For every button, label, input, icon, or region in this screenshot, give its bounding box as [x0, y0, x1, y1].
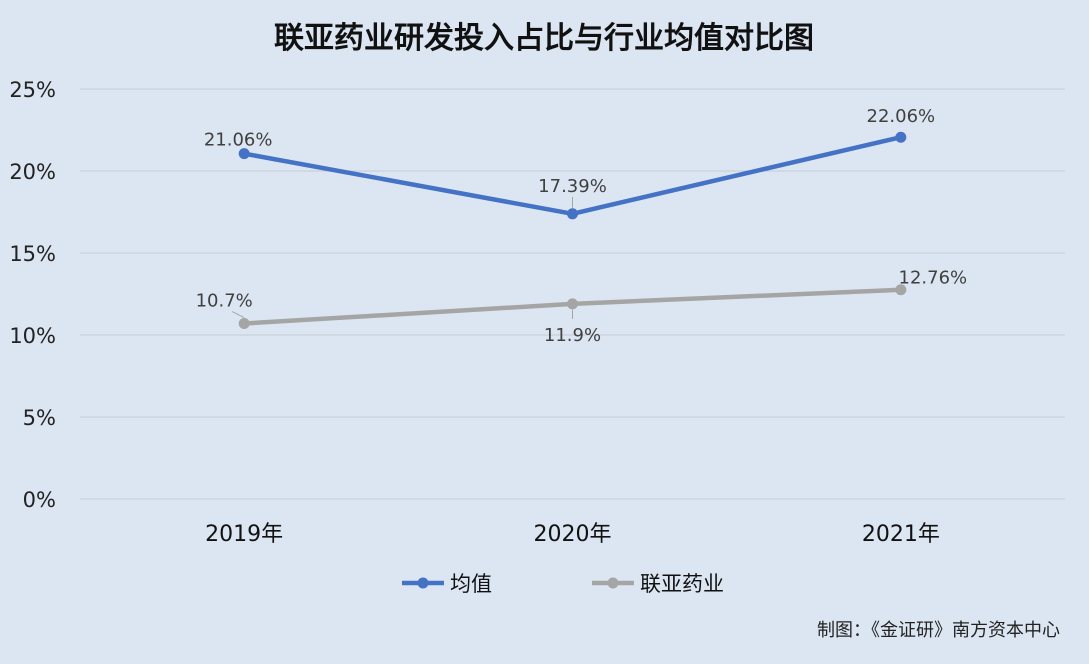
- y-tick-label: 10%: [9, 324, 56, 348]
- x-tick-label: 2020年: [534, 522, 612, 547]
- y-tick-label: 5%: [23, 406, 56, 430]
- y-tick-label: 15%: [9, 242, 56, 266]
- data-label: 21.06%: [204, 130, 273, 151]
- legend-label: 联亚药业: [640, 572, 724, 596]
- x-axis: 2019年 2020年 2021年: [205, 522, 940, 547]
- data-point: [567, 208, 578, 220]
- data-label: 12.76%: [899, 268, 968, 289]
- x-tick-label: 2021年: [862, 522, 940, 547]
- grid-layer: [80, 88, 1065, 500]
- x-tick-label: 2019年: [205, 522, 283, 547]
- chart-title: 联亚药业研发投入占比与行业均值对比图: [274, 21, 814, 56]
- legend-marker: [607, 577, 619, 589]
- label-leader: [231, 311, 245, 318]
- data-label: 22.06%: [867, 106, 936, 127]
- data-point: [567, 298, 578, 310]
- y-tick-label: 20%: [9, 160, 56, 184]
- data-label: 17.39%: [538, 176, 607, 197]
- series-layer: [238, 131, 907, 330]
- data-label: 10.7%: [196, 291, 253, 312]
- legend: 均值 联亚药业: [402, 572, 724, 596]
- y-tick-label: 0%: [23, 488, 56, 512]
- data-label-layer: 21.06% 17.39% 22.06% 10.7% 11.9% 12.76%: [196, 106, 968, 346]
- legend-label: 均值: [450, 572, 492, 596]
- data-point: [238, 148, 250, 160]
- data-point: [895, 284, 907, 296]
- y-tick-label: 25%: [9, 78, 56, 102]
- legend-marker: [417, 577, 429, 589]
- data-label: 11.9%: [544, 325, 601, 346]
- data-point: [238, 318, 250, 330]
- y-axis: 0% 5% 10% 15% 20% 25%: [9, 78, 56, 512]
- data-point: [895, 131, 907, 143]
- source-note: 制图：《金证研》南方资本中心: [817, 620, 1060, 641]
